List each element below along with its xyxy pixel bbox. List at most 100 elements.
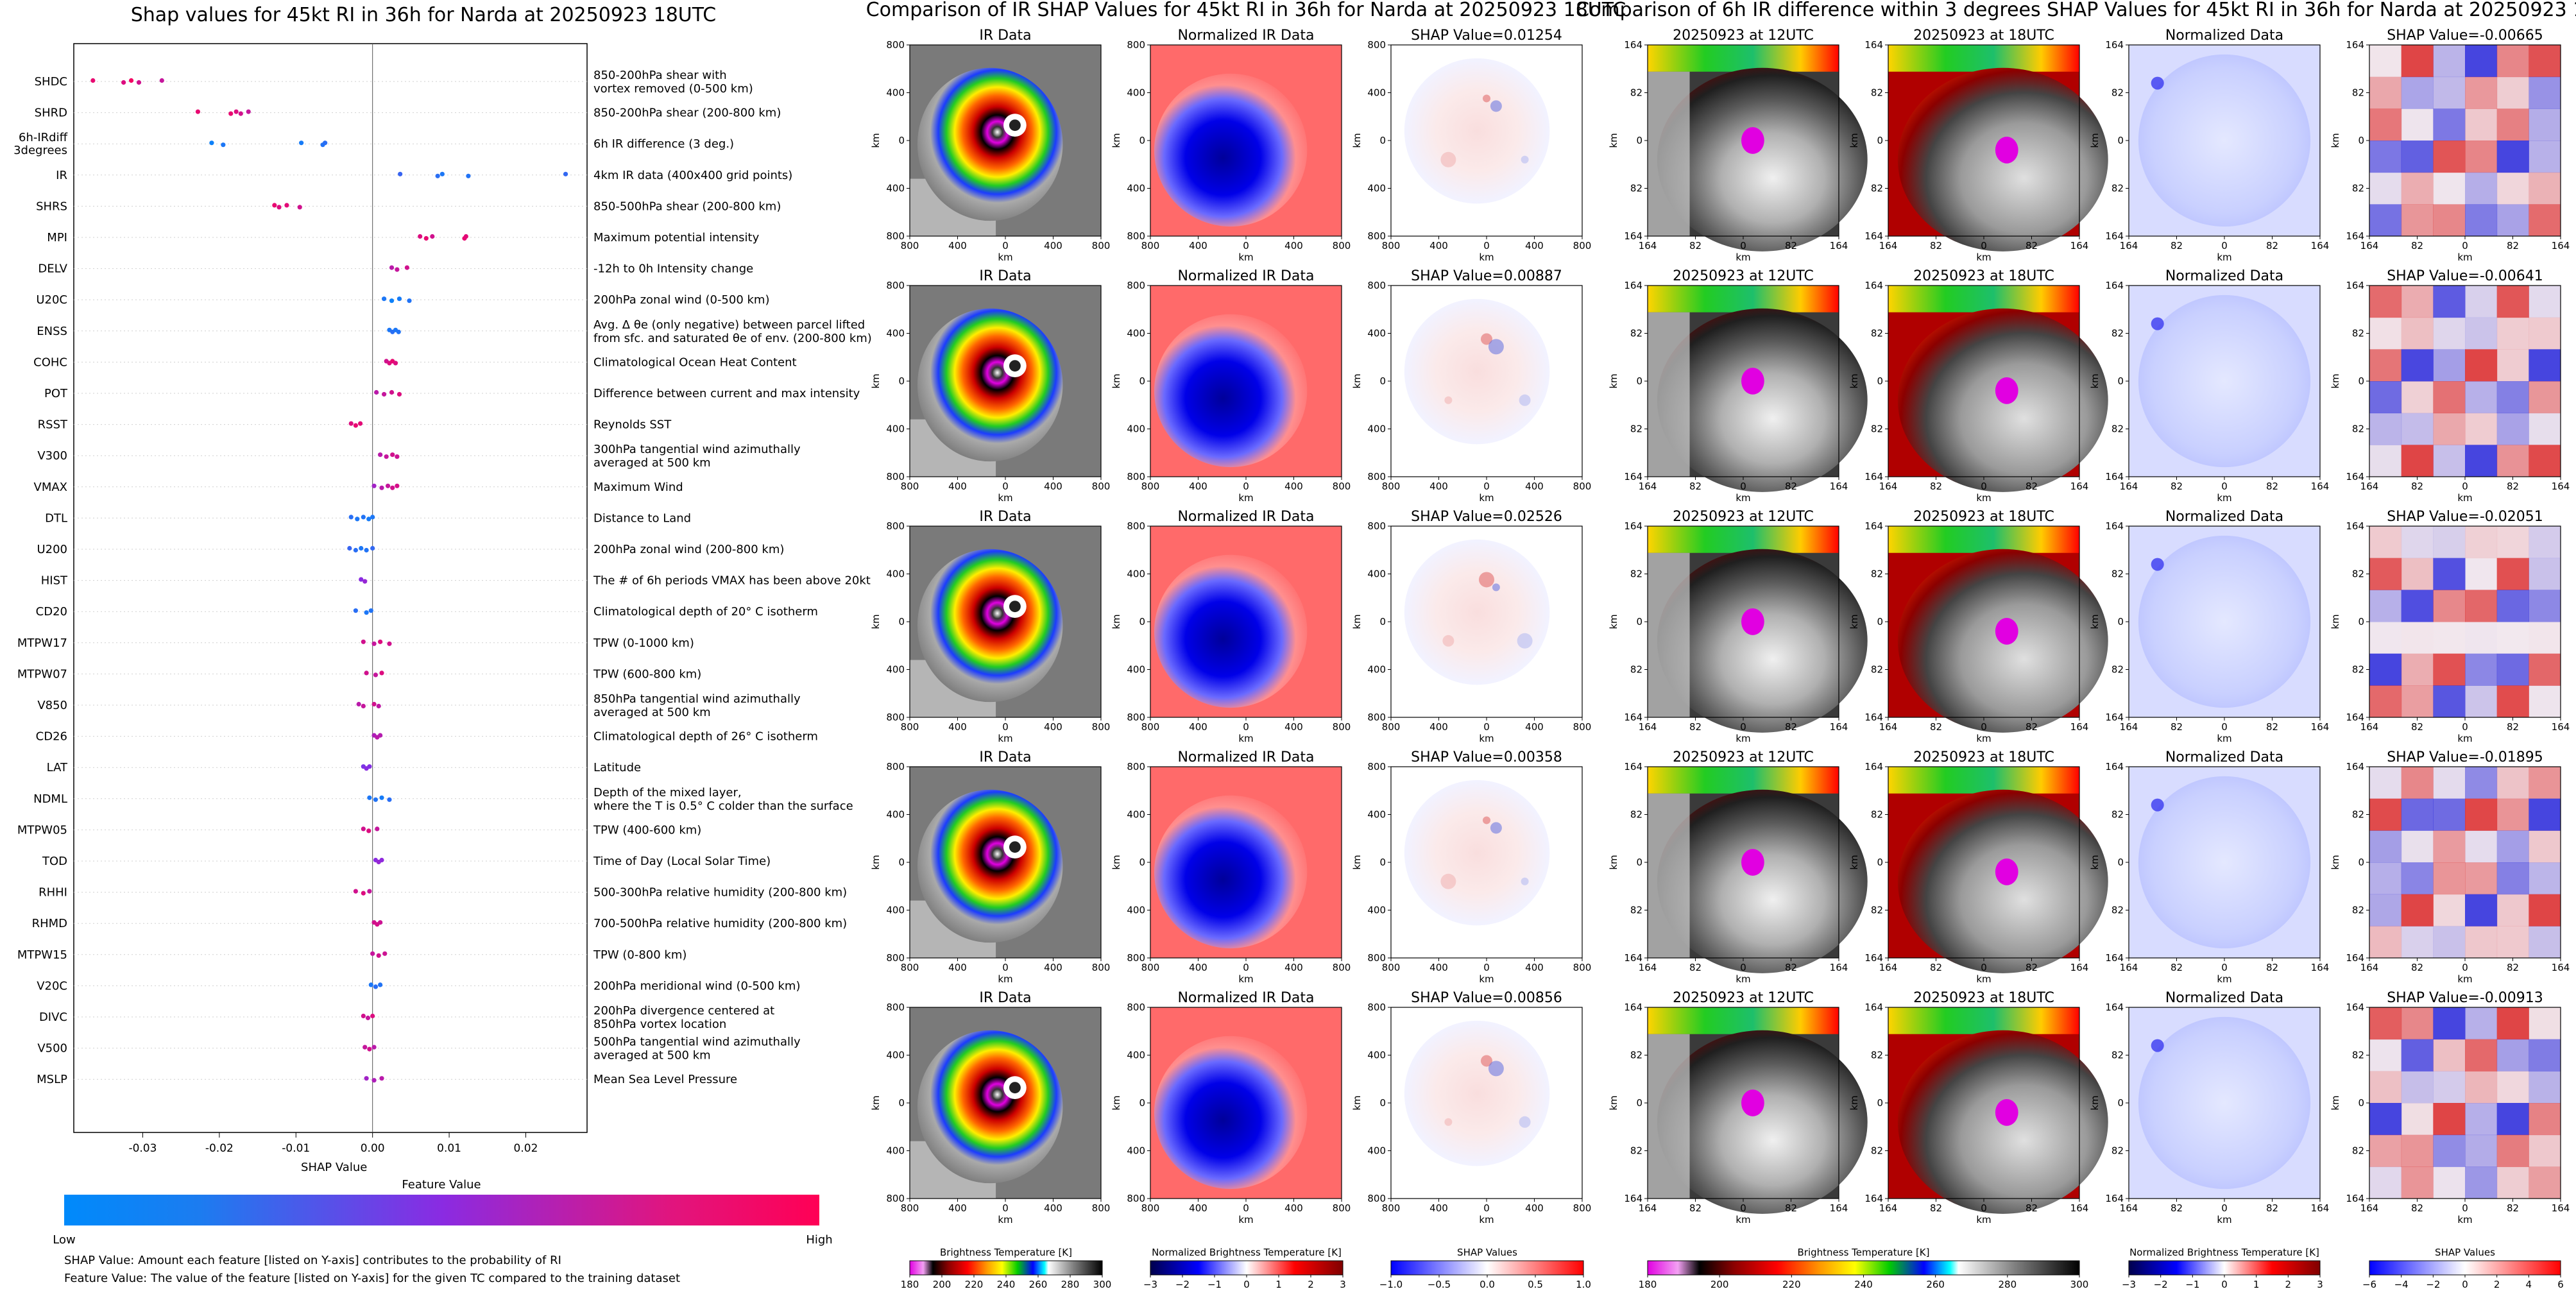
ir-cloud-shield [917,549,1063,703]
sdiff-cell [2401,204,2434,237]
shap-point [361,515,366,520]
shap-blob [1404,298,1550,445]
y-tick-label: 0 [1379,857,1386,868]
y-axis-label: km [2330,855,2341,869]
sdiff-cell [2496,317,2529,350]
y-tick-label: 164 [2346,761,2364,773]
diff-left-band [1648,1034,1690,1199]
sdiff-cell [2465,1166,2498,1199]
x-tick-label: 400 [1525,1202,1544,1214]
sdiff-cell [2465,204,2498,237]
diff-top-strip [1888,45,2079,72]
x-tick-label: 400 [1189,721,1207,733]
sdiff-cell [2529,349,2561,382]
ir-cloud-shield [917,308,1063,462]
sdiff-cell [2496,767,2529,799]
y-tick-label: 800 [886,471,905,482]
panel-title: SHAP Value=0.01254 [1411,28,1562,44]
y-tick-label: 82 [2111,809,2124,821]
shap-point [404,265,410,270]
y-tick-label: 0 [1139,1097,1145,1109]
sdiff-cell [2496,1007,2529,1040]
shap-point [374,389,379,395]
shap-point [418,234,423,239]
sdiff-cell [2369,767,2402,799]
y-tick-label: 82 [1871,568,1883,580]
colorbar-tick-label: −1.0 [1379,1279,1403,1289]
shap-point [136,80,142,85]
y-tick-label: 82 [2352,568,2364,580]
feature-description: 700-500hPa relative humidity (200-800 km… [593,917,847,930]
diff-ir-image [1648,45,1868,252]
shap-point [363,1045,368,1050]
x-tick-label: 0 [1483,1202,1490,1214]
y-tick-label: 164 [1864,1193,1883,1204]
shap-point [395,483,400,488]
diff-left-band [1648,312,1690,477]
sdiff-cell [2433,204,2466,237]
normalized-image [1150,45,1342,236]
y-axis-label: km [1351,373,1363,388]
y-tick-label: 0 [1636,135,1642,146]
feature-value-colorbar [64,1195,819,1225]
shap-image [1391,526,1582,717]
shap-point [375,826,380,832]
x-tick-label: 0 [1740,721,1746,733]
y-tick-label: 0 [898,1097,905,1109]
x-tick-label: 0.00 [361,1142,385,1155]
colorbar-label: SHAP Values [2435,1247,2495,1258]
colorbar-strip [2128,1260,2321,1276]
feature-description: -12h to 0h Intensity change [593,262,753,276]
x-tick-label: 400 [1429,240,1448,252]
shap-point [379,670,384,676]
y-tick-label: 82 [2352,809,2364,821]
y-tick-label: 82 [1630,1145,1642,1157]
y-tick-label: 0 [1877,857,1883,868]
colorbar-tick-label: 300 [1093,1279,1112,1289]
sdiff-cell [2496,1134,2529,1167]
normalized-image [1150,767,1342,958]
y-tick-label: 164 [2105,471,2124,482]
shap-point [246,109,251,114]
norm-cloud [1154,554,1308,708]
feature-name: MTPW15 [17,948,67,962]
y-tick-label: 164 [1624,712,1642,723]
x-tick-label: 164 [1639,240,1657,252]
sdiff-cell [2401,653,2434,686]
y-axis-label: km [2330,614,2341,629]
shap-image [1391,45,1582,236]
x-tick-label: 800 [1333,240,1351,252]
feature-description: Reynolds SST [593,418,672,432]
x-tick-label: 82 [1785,721,1797,733]
colorbar-title: Feature Value [402,1178,481,1191]
x-tick-label: 164 [2120,1202,2138,1214]
ir-cloud-shield [917,67,1063,221]
x-tick-label: 82 [2507,721,2519,733]
y-tick-label: 0 [2117,616,2124,627]
colorbar-tick-label: −3 [2122,1279,2136,1289]
x-tick-label: 164 [2070,962,2089,973]
shap-spot [1519,1116,1531,1128]
shap-point [370,1013,375,1019]
sdiff-cell [2433,141,2466,173]
feature-description: 4km IR data (400x400 grid points) [593,169,792,182]
ndiff-spot [2151,558,2164,571]
colorbar-tick-label: 180 [1639,1279,1657,1289]
sdiff-cell [2465,317,2498,350]
shap-image [1391,286,1582,477]
diff-shap-image [2369,286,2561,477]
sdiff-cell [2369,1134,2402,1167]
x-tick-label: 164 [2552,240,2570,252]
y-tick-label: 400 [886,1145,905,1157]
panel-title: SHAP Value=0.02526 [1411,509,1562,525]
sdiff-cell [2369,349,2402,382]
x-tick-label: 164 [2120,721,2138,733]
y-tick-label: 164 [1624,280,1642,291]
sdiff-cell [2496,1103,2529,1136]
sdiff-cell [2433,653,2466,686]
x-tick-label: 164 [2311,962,2330,973]
x-tick-label: 0 [1981,721,1987,733]
